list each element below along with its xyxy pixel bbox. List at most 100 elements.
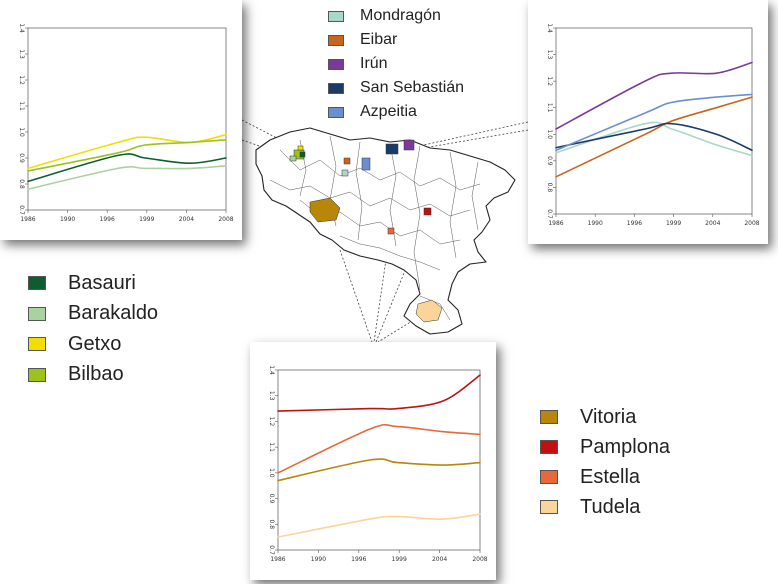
series-line-estella — [277, 423, 481, 474]
x-tick-label: 1990 — [60, 216, 75, 223]
plot-frame — [277, 369, 481, 551]
series-line-vitoria — [277, 458, 481, 482]
series-line-tudela — [277, 513, 481, 538]
y-tick-label: 0.8 — [18, 179, 25, 189]
series-line-basauri — [27, 153, 227, 183]
legend-item: Azpeitia — [328, 100, 464, 124]
series-line-irun — [555, 61, 753, 130]
legend-label: Tudela — [580, 495, 641, 518]
y-tick-label: 1.0 — [268, 468, 275, 478]
legend-item: Eibar — [328, 28, 464, 52]
x-tick-label: 1999 — [666, 220, 681, 227]
series-line-eibar — [555, 96, 753, 178]
legend-swatch — [28, 367, 46, 382]
x-tick-label: 1996 — [100, 216, 115, 223]
plot-frame — [27, 27, 227, 211]
y-tick-label: 1.2 — [268, 417, 275, 427]
y-tick-label: 1.3 — [18, 49, 25, 59]
series-line-pamplona — [277, 374, 481, 412]
legend-swatch — [328, 106, 344, 118]
series-line-san-sebastian — [555, 122, 753, 151]
legend-label: Vitoria — [580, 405, 637, 428]
legend-item: Basauri — [28, 268, 158, 299]
y-tick-label: 0.8 — [268, 520, 275, 530]
legend-swatch — [28, 276, 46, 291]
legend-swatch — [328, 82, 344, 94]
legend-label: Pamplona — [580, 435, 671, 458]
y-tick-label: 0.7 — [18, 205, 25, 215]
legend-swatch — [328, 10, 344, 22]
legend-swatch — [28, 337, 46, 352]
y-tick-label: 1.4 — [268, 365, 275, 375]
legend-label: Azpeitia — [360, 103, 417, 120]
legend-alava-navarra: Vitoria Pamplona Estella Tudela — [540, 402, 670, 522]
legend-item: Barakaldo — [28, 299, 158, 330]
legend-label: Bilbao — [68, 363, 124, 386]
x-tick-label: 1996 — [351, 556, 366, 563]
legend-item: Getxo — [28, 329, 158, 360]
chart-top-right: 0.7 0.8 0.9 1.0 1.1 1.2 1.3 1.4 1986 1990 1996 1999… — [546, 23, 760, 227]
leader-lines — [241, 119, 529, 343]
legend-label: Barakaldo — [68, 302, 159, 325]
y-tick-label: 1.3 — [268, 391, 275, 401]
legend-item: San Sebastián — [328, 76, 464, 100]
legend-label: Irún — [360, 55, 388, 72]
legend-item: Estella — [540, 462, 670, 492]
y-tick-label: 0.9 — [18, 153, 25, 163]
x-tick-label: 1999 — [139, 216, 154, 223]
y-tick-label: 1.0 — [546, 130, 553, 140]
y-tick-label: 0.7 — [268, 545, 275, 555]
y-tick-label: 1.1 — [18, 101, 25, 111]
y-tick-label: 0.8 — [546, 183, 553, 193]
legend-item: Irún — [328, 52, 464, 76]
legend-label: Basauri — [68, 271, 136, 294]
legend-item: Vitoria — [540, 402, 670, 432]
x-tick-label: 2008 — [472, 556, 487, 563]
chart-panel-top-right: 0.7 0.8 0.9 1.0 1.1 1.2 1.3 1.4 1986 1990 1996 1999… — [528, 0, 768, 244]
y-tick-label: 1.4 — [546, 23, 553, 33]
y-tick-label: 1.0 — [18, 127, 25, 137]
legend-gipuzkoa: Mondragón Eibar Irún San Sebastián Azpei… — [328, 4, 464, 124]
legend-label: Getxo — [68, 332, 122, 355]
plot-frame — [555, 27, 753, 215]
legend-label: San Sebastián — [360, 79, 465, 96]
x-tick-label: 1986 — [20, 216, 35, 223]
y-tick-label: 1.1 — [268, 442, 275, 452]
legend-swatch — [328, 34, 344, 46]
legend-item: Bilbao — [28, 360, 158, 391]
x-tick-label: 1986 — [548, 220, 563, 227]
series-line-barakaldo — [27, 165, 227, 190]
series-line-azpeitia — [555, 93, 753, 151]
legend-label: Eibar — [360, 31, 398, 48]
legend-swatch — [540, 410, 558, 424]
x-tick-label: 2004 — [705, 220, 720, 227]
x-tick-label: 1999 — [392, 556, 407, 563]
legend-swatch — [540, 500, 558, 514]
y-tick-label: 0.9 — [546, 156, 553, 166]
y-tick-label: 1.1 — [546, 103, 553, 113]
series-line-mondragon — [555, 121, 753, 157]
legend-swatch — [328, 58, 344, 70]
legend-item: Pamplona — [540, 432, 670, 462]
x-tick-label: 1996 — [627, 220, 642, 227]
series-line-bilbao — [27, 139, 227, 172]
y-tick-label: 1.2 — [546, 76, 553, 86]
y-tick-label: 1.3 — [546, 50, 553, 60]
chart-bottom: 0.7 0.8 0.9 1.0 1.1 1.2 1.3 1.4 1986 1990 1996 1999… — [268, 365, 488, 563]
x-tick-label: 1990 — [311, 556, 326, 563]
chart-top-left: 0.7 0.8 0.9 1.0 1.1 1.2 1.3 1.4 1986 1990 1996 1999… — [18, 23, 234, 223]
legend-swatch — [540, 470, 558, 484]
chart-panel-top-left: 0.7 0.8 0.9 1.0 1.1 1.2 1.3 1.4 1986 1990 1996 1999… — [0, 0, 242, 240]
chart-panel-bottom: 0.7 0.8 0.9 1.0 1.1 1.2 1.3 1.4 1986 1990 1996 1999… — [250, 342, 496, 580]
y-tick-label: 1.2 — [18, 75, 25, 85]
legend-swatch — [540, 440, 558, 454]
legend-swatch — [28, 306, 46, 321]
x-tick-label: 2004 — [432, 556, 447, 563]
y-tick-label: 0.9 — [268, 494, 275, 504]
region-outline — [255, 127, 516, 335]
highlighted-municipalities — [289, 139, 443, 323]
x-tick-label: 1986 — [270, 556, 285, 563]
legend-label: Estella — [580, 465, 641, 488]
legend-item: Tudela — [540, 492, 670, 522]
